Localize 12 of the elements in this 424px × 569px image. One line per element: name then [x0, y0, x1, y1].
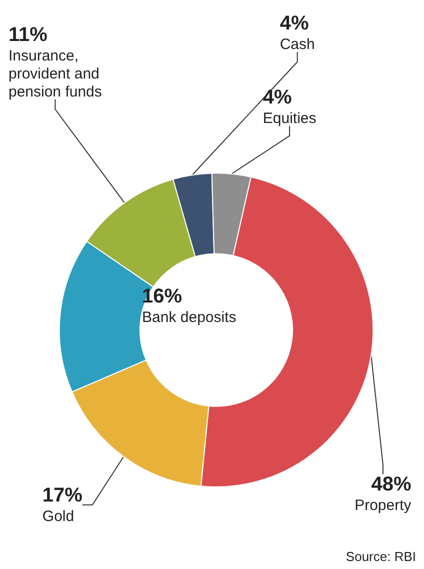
- source-note: Source: RBI: [346, 549, 416, 564]
- slice-label: Bank deposits: [142, 309, 236, 326]
- data-label: 11%: [8, 24, 48, 46]
- slice-label: Insurance, provident and pension funds: [8, 47, 102, 100]
- slice-label: Gold: [42, 508, 74, 526]
- data-label: 48%: [371, 473, 412, 496]
- data-label: 17%: [42, 484, 83, 507]
- slice-label: Equities: [262, 110, 316, 127]
- data-label: 4%: [280, 12, 309, 34]
- slice-label: Property: [354, 496, 412, 514]
- slice-label: Cash: [280, 36, 315, 53]
- data-label: 4%: [262, 86, 292, 108]
